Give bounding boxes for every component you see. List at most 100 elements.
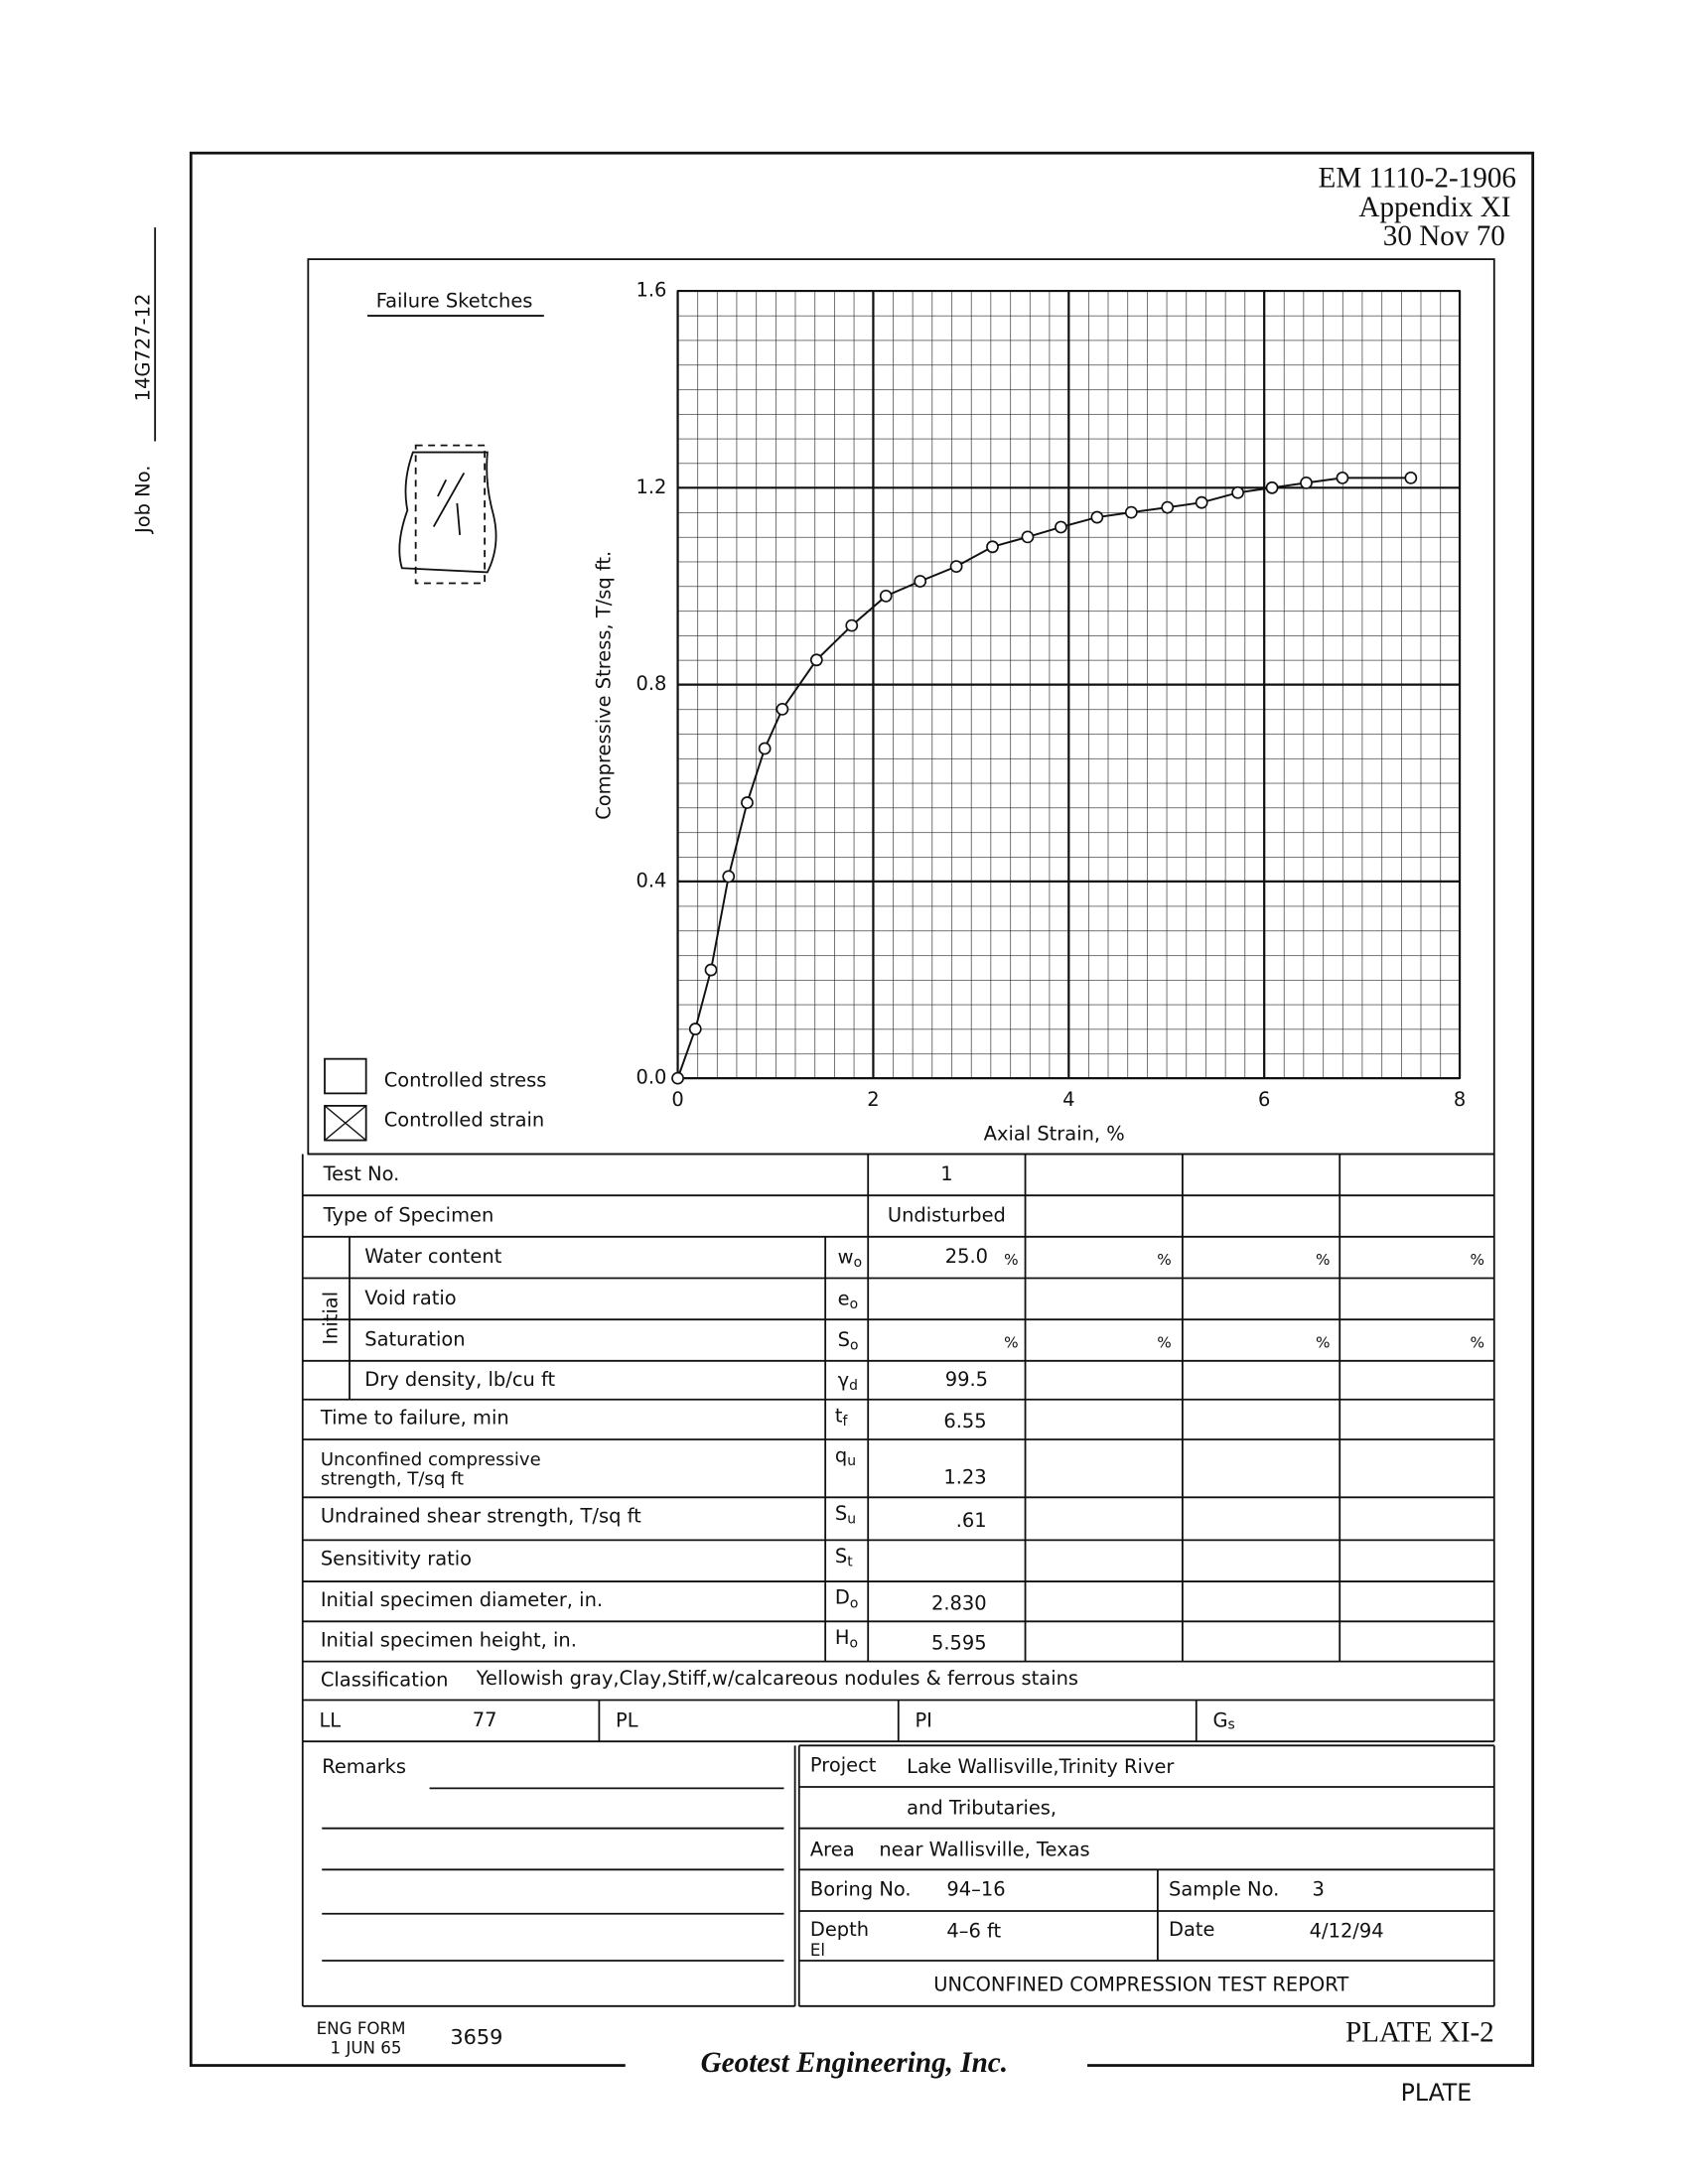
symbol: Ho xyxy=(835,1626,858,1652)
info-value: and Tributaries, xyxy=(907,1797,1057,1820)
y-tick-label: 0.4 xyxy=(636,869,667,891)
limit-label: PI xyxy=(915,1708,931,1731)
unit: % xyxy=(1316,1251,1331,1269)
doc-number: EM 1110-2-1906 xyxy=(1319,163,1516,195)
symbol-sub: u xyxy=(847,1512,856,1528)
x-tick-label: 6 xyxy=(1258,1088,1270,1111)
y-tick-label: 0.8 xyxy=(636,672,667,695)
symbol-sub: u xyxy=(847,1453,856,1469)
data-point xyxy=(1161,500,1175,514)
symbol-sub: f xyxy=(843,1414,849,1430)
info-value: 4–6 ft xyxy=(946,1919,1001,1942)
info-value: near Wallisville, Texas xyxy=(879,1838,1089,1860)
symbol: So xyxy=(838,1328,859,1354)
data-point xyxy=(1021,530,1035,544)
symbol: wo xyxy=(838,1245,862,1271)
legend-label: Controlled stress xyxy=(384,1068,547,1091)
symbol: eo xyxy=(838,1287,858,1312)
unit: % xyxy=(1004,1333,1019,1351)
symbol-main: q xyxy=(835,1443,847,1466)
symbol-main: t xyxy=(835,1404,843,1427)
cell-value: 1 xyxy=(940,1162,952,1185)
form-label: ENG FORM xyxy=(317,2019,406,2038)
data-point xyxy=(741,796,754,809)
info-label: El xyxy=(810,1941,825,1960)
symbol-sub: o xyxy=(854,1255,863,1271)
classification: Yellowish gray,Clay,Stiff,w/calcareous n… xyxy=(476,1667,1078,1690)
info-label: Project xyxy=(810,1754,877,1777)
company: Geotest Engineering, Inc. xyxy=(701,2047,1008,2079)
symbol-sub: o xyxy=(850,1297,858,1312)
appendix: Appendix XI xyxy=(1358,192,1510,223)
row-label: strength, T/sq ft xyxy=(321,1468,464,1489)
symbol-main: e xyxy=(838,1287,850,1309)
unit: % xyxy=(1157,1333,1172,1351)
symbol: γd xyxy=(838,1368,858,1394)
limit-name: G xyxy=(1212,1708,1227,1731)
symbol-sub: o xyxy=(850,1636,859,1652)
data-point xyxy=(949,560,963,574)
limit-value: 77 xyxy=(473,1708,497,1731)
unit: % xyxy=(1471,1333,1485,1351)
row-label: Saturation xyxy=(364,1328,465,1351)
legend-label: Controlled strain xyxy=(384,1109,545,1132)
legend-box xyxy=(324,1057,367,1095)
symbol-sub: o xyxy=(850,1338,859,1354)
y-tick-label: 0.0 xyxy=(636,1066,667,1089)
unit: % xyxy=(1316,1333,1331,1351)
info-label: Depth xyxy=(810,1918,869,1941)
y-axis-label: Compressive Stress, T/sq ft. xyxy=(592,551,615,820)
info-label: Area xyxy=(810,1838,855,1860)
data-point xyxy=(1195,495,1208,509)
cell-value: Undisturbed xyxy=(888,1204,1006,1227)
cell-value: 25.0 xyxy=(945,1245,988,1268)
symbol-main: S xyxy=(835,1502,847,1525)
row-label: Void ratio xyxy=(364,1287,456,1309)
unit: % xyxy=(1471,1251,1485,1269)
row-label: Initial specimen height, in. xyxy=(321,1628,577,1651)
info-value: 3 xyxy=(1312,1878,1324,1901)
unit: % xyxy=(1004,1251,1019,1269)
row-label: Type of Specimen xyxy=(323,1204,494,1227)
remarks-label: Remarks xyxy=(322,1755,406,1778)
group-label: Initial xyxy=(319,1292,342,1345)
row-label: Initial specimen diameter, in. xyxy=(321,1588,603,1611)
plate: PLATE XI-2 xyxy=(1345,2017,1494,2049)
plate-label: PLATE xyxy=(1401,2079,1473,2107)
data-point xyxy=(879,589,893,603)
info-value: 94–16 xyxy=(946,1878,1005,1901)
x-tick-label: 8 xyxy=(1454,1088,1466,1111)
data-point xyxy=(914,575,927,588)
company-gap xyxy=(625,2051,1088,2080)
row-label: Unconfined compressive xyxy=(321,1449,541,1470)
cell-value: .61 xyxy=(956,1509,987,1532)
limit-label: PL xyxy=(616,1708,638,1731)
symbol-main: S xyxy=(838,1328,850,1351)
data-point xyxy=(1404,472,1418,484)
row-label: Test No. xyxy=(323,1162,400,1185)
unit: % xyxy=(1157,1251,1172,1269)
sketch-title: Failure Sketches xyxy=(376,290,533,313)
symbol: tf xyxy=(835,1404,849,1430)
symbol-sub: t xyxy=(847,1555,853,1570)
data-point xyxy=(722,870,736,884)
symbol-main: D xyxy=(835,1585,850,1608)
row-label: Dry density, lb/cu ft xyxy=(364,1368,555,1391)
legend-box xyxy=(324,1104,367,1142)
limit-name: PL xyxy=(616,1708,638,1731)
y-tick-label: 1.6 xyxy=(636,279,667,302)
symbol: St xyxy=(835,1545,853,1570)
data-point xyxy=(1090,510,1104,524)
row-label: Undrained shear strength, T/sq ft xyxy=(321,1504,641,1527)
report-title: UNCONFINED COMPRESSION TEST REPORT xyxy=(933,1974,1348,1996)
x-tick-label: 2 xyxy=(867,1088,879,1111)
symbol: qu xyxy=(835,1443,856,1469)
info-label: Date xyxy=(1169,1918,1214,1941)
limit-label: LL xyxy=(319,1708,341,1731)
data-point xyxy=(704,963,718,977)
info-value: 4/12/94 xyxy=(1310,1919,1384,1942)
cell-value: 99.5 xyxy=(945,1368,988,1391)
row-label: Classification xyxy=(321,1669,449,1692)
symbol-sub: o xyxy=(850,1595,859,1611)
